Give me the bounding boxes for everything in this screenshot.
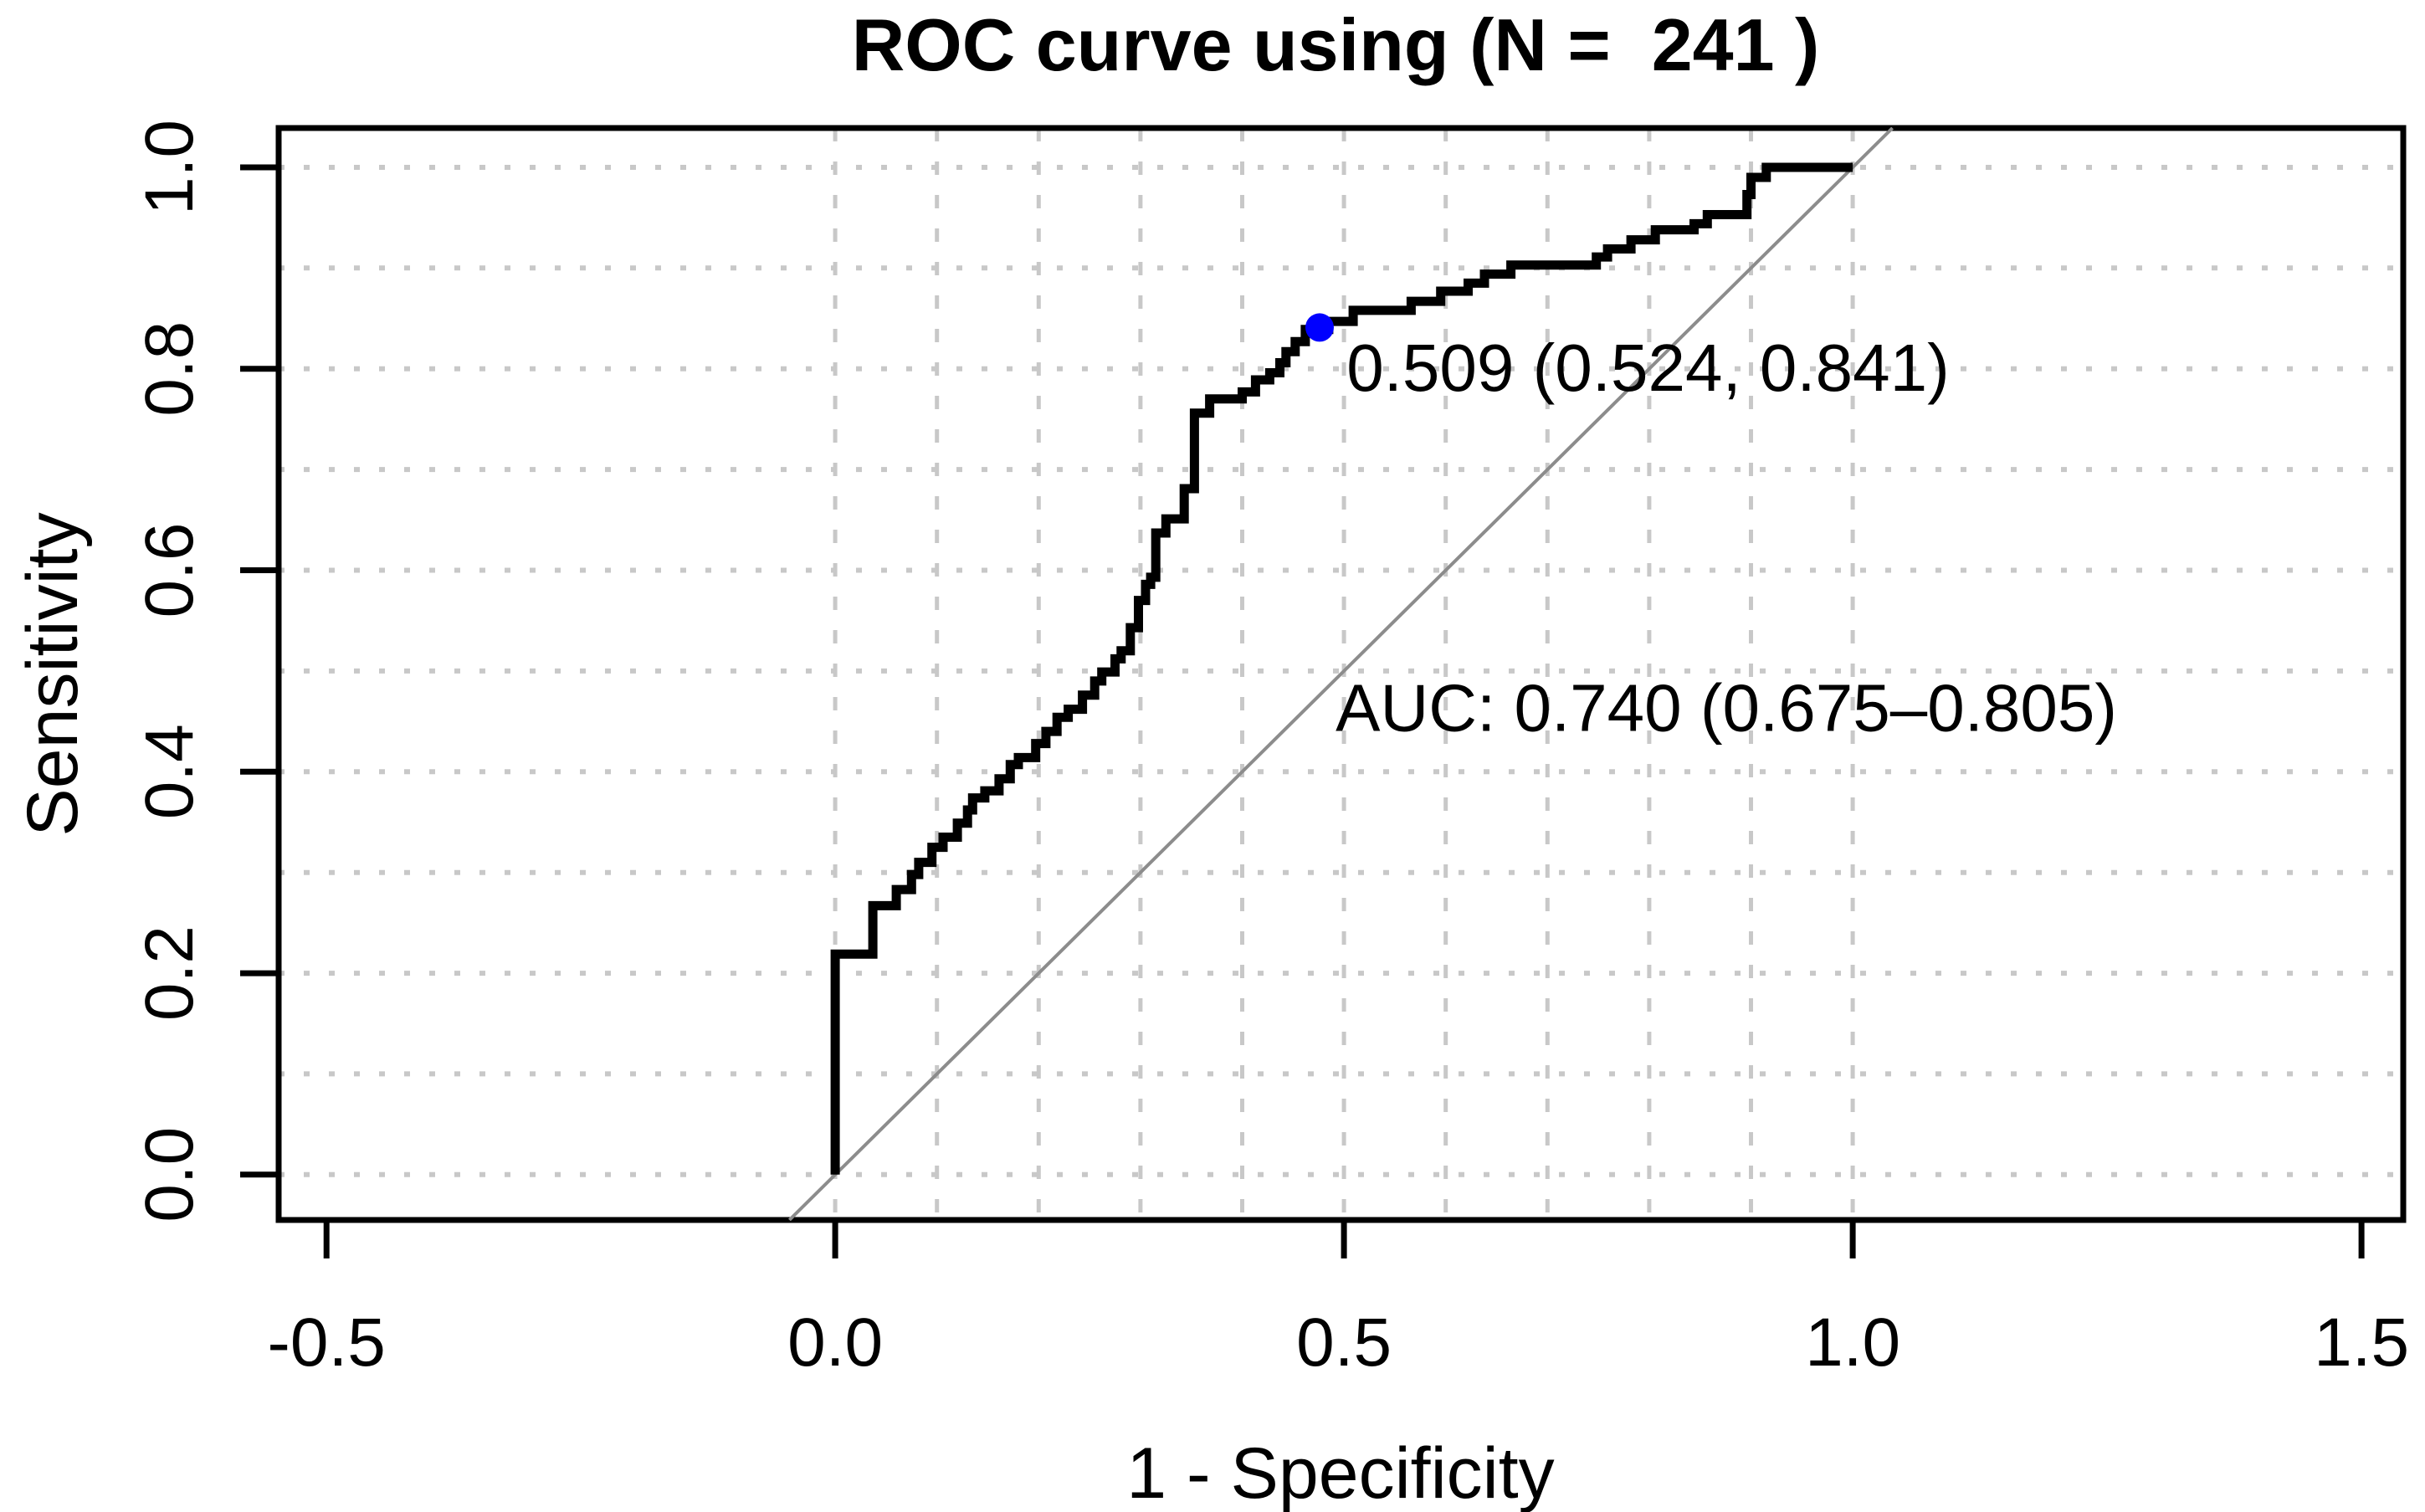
y-tick-label: 1.0 xyxy=(131,120,208,215)
chance-diagonal-line xyxy=(787,126,1894,1222)
y-tick-label: 0.0 xyxy=(131,1127,208,1222)
x-axis-label: 1 - Specificity xyxy=(1126,1433,1554,1512)
x-tick-label: 0.0 xyxy=(787,1304,883,1381)
y-tick-label: 0.2 xyxy=(131,925,208,1021)
series-layer xyxy=(787,126,1894,1222)
roc-curve xyxy=(830,162,1853,1175)
best-threshold-label: 0.509 (0.524, 0.841) xyxy=(1346,331,1950,405)
best-threshold-point xyxy=(1305,313,1334,342)
chart-title: ROC curve using (N = 241 ) xyxy=(852,3,1820,86)
x-tick-label: -0.5 xyxy=(268,1304,386,1381)
y-axis-label: Sensitivity xyxy=(13,512,93,836)
y-tick-label: 0.6 xyxy=(131,523,208,618)
y-tick-label: 0.8 xyxy=(131,321,208,417)
x-tick-label: 1.5 xyxy=(2314,1304,2409,1381)
auc-annotation: AUC: 0.740 (0.675–0.805) xyxy=(1336,670,2117,745)
x-tick-label: 1.0 xyxy=(1805,1304,1900,1381)
y-tick-label: 0.4 xyxy=(131,724,208,819)
x-tick-label: 0.5 xyxy=(1296,1304,1392,1381)
axes: -0.5 0.0 0.5 1.0 1.5 0.0 0.2 0.4 0.6 0.8 1.0 xyxy=(131,120,2409,1381)
gridlines xyxy=(279,128,2403,1220)
plot-box xyxy=(275,125,2407,1223)
